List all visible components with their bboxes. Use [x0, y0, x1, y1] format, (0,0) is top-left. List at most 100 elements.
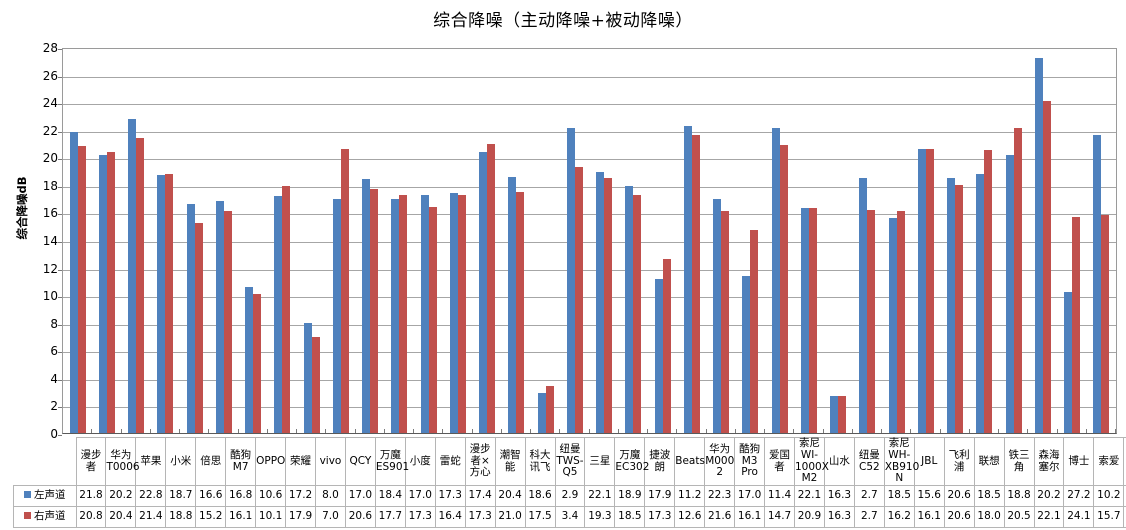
legend-swatch-right-icon — [24, 511, 31, 519]
bar-group — [1087, 49, 1116, 433]
table-header-cell: OPPO — [255, 437, 287, 486]
category-tickmark — [822, 429, 824, 433]
table-header-label: 浦 — [953, 460, 965, 473]
gridline-20 — [63, 159, 1116, 161]
table-value-cell: 7.0 — [315, 506, 346, 528]
table-value-cell: 20.6 — [344, 506, 376, 528]
table-header-label: OPPO — [256, 454, 286, 467]
bar-right-channel — [399, 194, 408, 433]
y-tick-22: 22 — [42, 123, 58, 138]
table-header-label: 潮智 — [499, 448, 521, 461]
category-tickmark — [881, 429, 882, 433]
gridline-24 — [63, 104, 1116, 106]
bar-group — [853, 49, 882, 433]
bar-group — [297, 49, 327, 433]
table-header-cell: 飞利浦 — [943, 437, 975, 486]
table-value-cell: 22.1 — [1033, 506, 1065, 528]
bar-right-channel — [340, 149, 349, 433]
category-tickmark — [208, 429, 210, 433]
table-value-cell: 21.4 — [135, 506, 167, 528]
bar-right-channel — [838, 395, 847, 433]
table-header-label: 方心 — [469, 466, 491, 479]
bar-left-channel — [976, 173, 985, 433]
bar-left-channel — [449, 193, 458, 433]
category-tickmark — [734, 429, 736, 433]
table-value-cell: 18.7 — [165, 485, 197, 507]
table-header-cell: 小米 — [165, 437, 197, 486]
bar-right-channel — [370, 189, 379, 433]
category-tickmark — [705, 429, 707, 433]
table-corner-cell — [14, 438, 77, 486]
table-header-cell: JBL — [913, 437, 945, 486]
bar-right-channel — [750, 230, 759, 433]
bar-right-channel — [867, 209, 876, 433]
bar-left-channel — [420, 194, 429, 433]
category-tickmark — [471, 429, 473, 433]
category-tickmark — [968, 429, 970, 433]
table-header-cell: 纽曼 TWS- Q5 — [554, 437, 586, 486]
category-tickmark — [588, 429, 590, 433]
table-header-label: Pro — [741, 466, 758, 479]
table-header-cell: 纽曼 C52 — [853, 437, 885, 486]
table-header-label: 索尼 — [798, 437, 820, 449]
table-value-cell: 16.1 — [913, 506, 945, 528]
bar-left-channel — [713, 198, 722, 433]
category-tickmark — [647, 429, 648, 433]
table-header-cell: 铁三角 — [1003, 437, 1035, 486]
table-value-cell: 20.9 — [794, 506, 825, 528]
table-header-row: 漫步者华为 T0006 苹果 小米 倍思 酷狗 M7 OPPO 荣耀 vivo QCY 万魔 ES901… — [14, 437, 1126, 486]
category-tickmark — [851, 429, 853, 433]
y-tick-16: 16 — [42, 206, 58, 221]
bar-right-channel — [194, 223, 203, 433]
table-value-cell: 10.1 — [255, 506, 287, 528]
table-header-label: 三星 — [589, 454, 611, 467]
table-header-label: M7 — [232, 460, 249, 473]
bar-group — [999, 49, 1029, 433]
table-header-cell: 漫步 者× 方心 — [464, 437, 496, 486]
table-header-label: 小米 — [170, 454, 192, 467]
y-axis-tick-labels: 28 26 24 22 20 18 16 14 12 10 8 6 4 2 0 — [12, 0, 58, 530]
bar-group — [326, 49, 356, 433]
table-value-cell: 17.0 — [734, 485, 766, 507]
data-table: 漫步者华为 T0006 苹果 小米 倍思 酷狗 M7 OPPO 荣耀 vivo QCY 万魔 ES901… — [13, 437, 1126, 528]
y-tickmark-10 — [58, 297, 62, 299]
table-value-cell: 18.0 — [973, 506, 1005, 528]
table-value-cell: 2.7 — [853, 485, 885, 507]
bar-right-channel — [77, 146, 86, 433]
bar-group — [268, 49, 297, 433]
bar-right-channel — [721, 211, 730, 433]
bar-right-channel — [574, 166, 583, 433]
bar-right-channel — [1042, 100, 1051, 433]
table-value-cell: 22.3 — [704, 485, 736, 507]
bar-left-channel — [625, 186, 634, 433]
table-value-cell: 18.8 — [1003, 485, 1035, 507]
table-value-cell: 15.2 — [195, 506, 227, 528]
bar-group — [619, 49, 648, 433]
table-row-right-channel: 右声道 20.8 20.4 21.4 18.8 15.2 16.1 10.1 17.9 7.0 2… — [13, 506, 1126, 528]
category-tickmark — [325, 429, 327, 433]
table-value-cell: 17.3 — [644, 506, 676, 528]
bar-group — [970, 49, 999, 433]
category-tickmark — [939, 429, 941, 433]
category-tickmark — [1056, 429, 1058, 433]
bar-right-channel — [984, 150, 993, 433]
bar-left-channel — [917, 149, 926, 433]
bar-group — [385, 49, 414, 433]
bar-group — [707, 49, 736, 433]
bar-right-channel — [896, 211, 905, 433]
bar-left-channel — [69, 132, 78, 433]
table-header-cell: 小度 — [404, 437, 436, 486]
bar-right-channel — [691, 135, 700, 433]
category-tickmark — [500, 429, 502, 433]
bar-group — [209, 49, 239, 433]
table-header-cell: 爱国者 — [764, 437, 795, 486]
bar-left-channel — [596, 172, 605, 433]
bar-right-channel — [779, 144, 788, 433]
table-header-label: 万魔 — [379, 448, 401, 461]
table-header-label: T0006 — [106, 460, 140, 473]
table-header-label: 华为 — [110, 448, 132, 461]
table-header-label: 万魔 — [619, 448, 641, 461]
bar-right-channel — [1101, 215, 1110, 433]
y-tick-24: 24 — [42, 96, 58, 111]
category-tickmark — [530, 429, 531, 433]
